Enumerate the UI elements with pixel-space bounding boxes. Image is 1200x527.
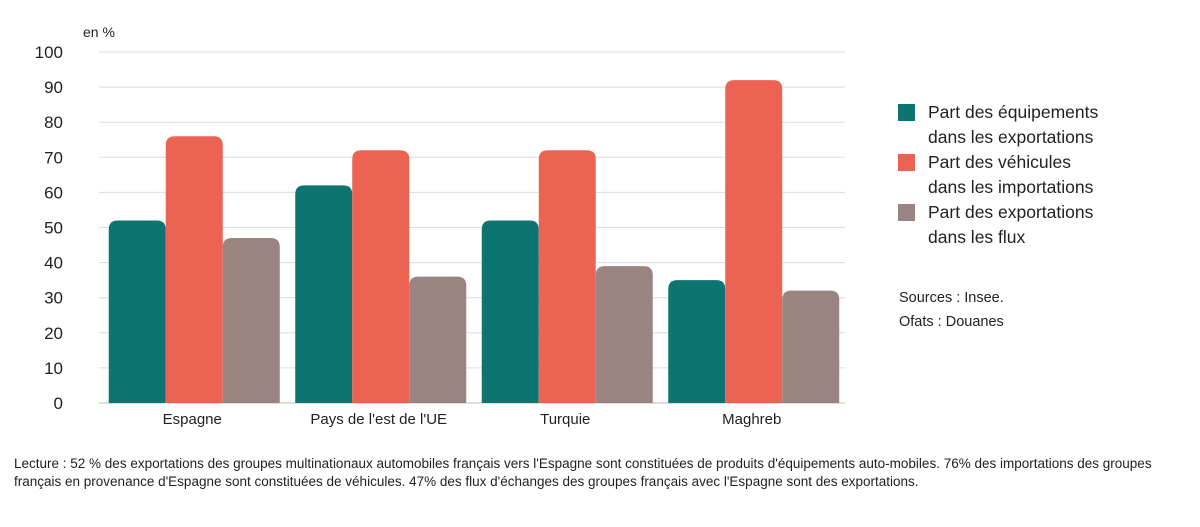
legend-text-line: Part des équipements	[928, 102, 1099, 122]
y-tick-label: 40	[44, 254, 63, 273]
bar-chart: en % 0 10 20 30 40 50 60 70 80 90 100 Espagne Pays …	[35, 24, 845, 428]
bar	[538, 150, 596, 403]
legend-item-exportations: Part des exportations dans les flux	[898, 200, 1198, 250]
legend-text-line: dans les flux	[928, 227, 1026, 247]
y-tick-label: 70	[44, 148, 63, 167]
bar	[595, 266, 653, 403]
bar	[725, 80, 783, 403]
legend-item-equipements: Part des équipements dans les exportatio…	[898, 100, 1198, 150]
legend-text-line: dans les importations	[928, 177, 1094, 197]
y-tick-label: 90	[44, 78, 63, 97]
source-line: Sources : Insee.	[899, 290, 1004, 306]
legend-item-vehicules: Part des véhicules dans les importations	[898, 150, 1198, 200]
bar	[782, 290, 840, 403]
legend-swatch-equipements	[898, 104, 915, 121]
y-unit-label: en %	[83, 24, 115, 40]
legend: Part des équipements dans les exportatio…	[898, 100, 1198, 250]
x-category-label: Pays de l'est de l'UE	[310, 411, 447, 428]
legend-text-line: Part des véhicules	[928, 152, 1071, 172]
x-category-label: Espagne	[163, 411, 222, 428]
bar	[165, 136, 223, 404]
bar	[222, 238, 280, 403]
legend-swatch-exportations	[898, 204, 915, 221]
bar	[668, 280, 726, 403]
reading-footnote: Lecture : 52 % des exportations des grou…	[14, 456, 1152, 489]
y-tick-label: 80	[44, 113, 63, 132]
bar	[481, 220, 539, 403]
x-category-label: Maghreb	[722, 411, 781, 428]
legend-swatch-vehicules	[898, 154, 915, 171]
y-tick-label: 60	[44, 183, 63, 202]
x-axis-labels: Espagne Pays de l'est de l'UE Turquie Maghr…	[163, 411, 782, 428]
bar	[108, 220, 166, 403]
y-axis-ticks: 0 10 20 30 40 50 60 70 80 90 100	[35, 43, 63, 413]
y-tick-label: 100	[35, 43, 63, 62]
bar	[409, 276, 467, 403]
bar	[295, 185, 353, 403]
y-tick-label: 30	[44, 289, 63, 308]
bars	[108, 80, 840, 404]
y-tick-label: 20	[44, 324, 63, 343]
legend-text-line: Part des exportations	[928, 202, 1094, 222]
x-category-label: Turquie	[540, 411, 590, 428]
y-tick-label: 50	[44, 219, 63, 238]
y-tick-label: 0	[54, 394, 63, 413]
legend-text-line: dans les exportations	[928, 127, 1094, 147]
bar	[352, 150, 410, 403]
y-tick-label: 10	[44, 359, 63, 378]
sources-note: Sources : Insee. Ofats : Douanes	[899, 286, 1004, 334]
source-line: Ofats : Douanes	[899, 314, 1004, 330]
